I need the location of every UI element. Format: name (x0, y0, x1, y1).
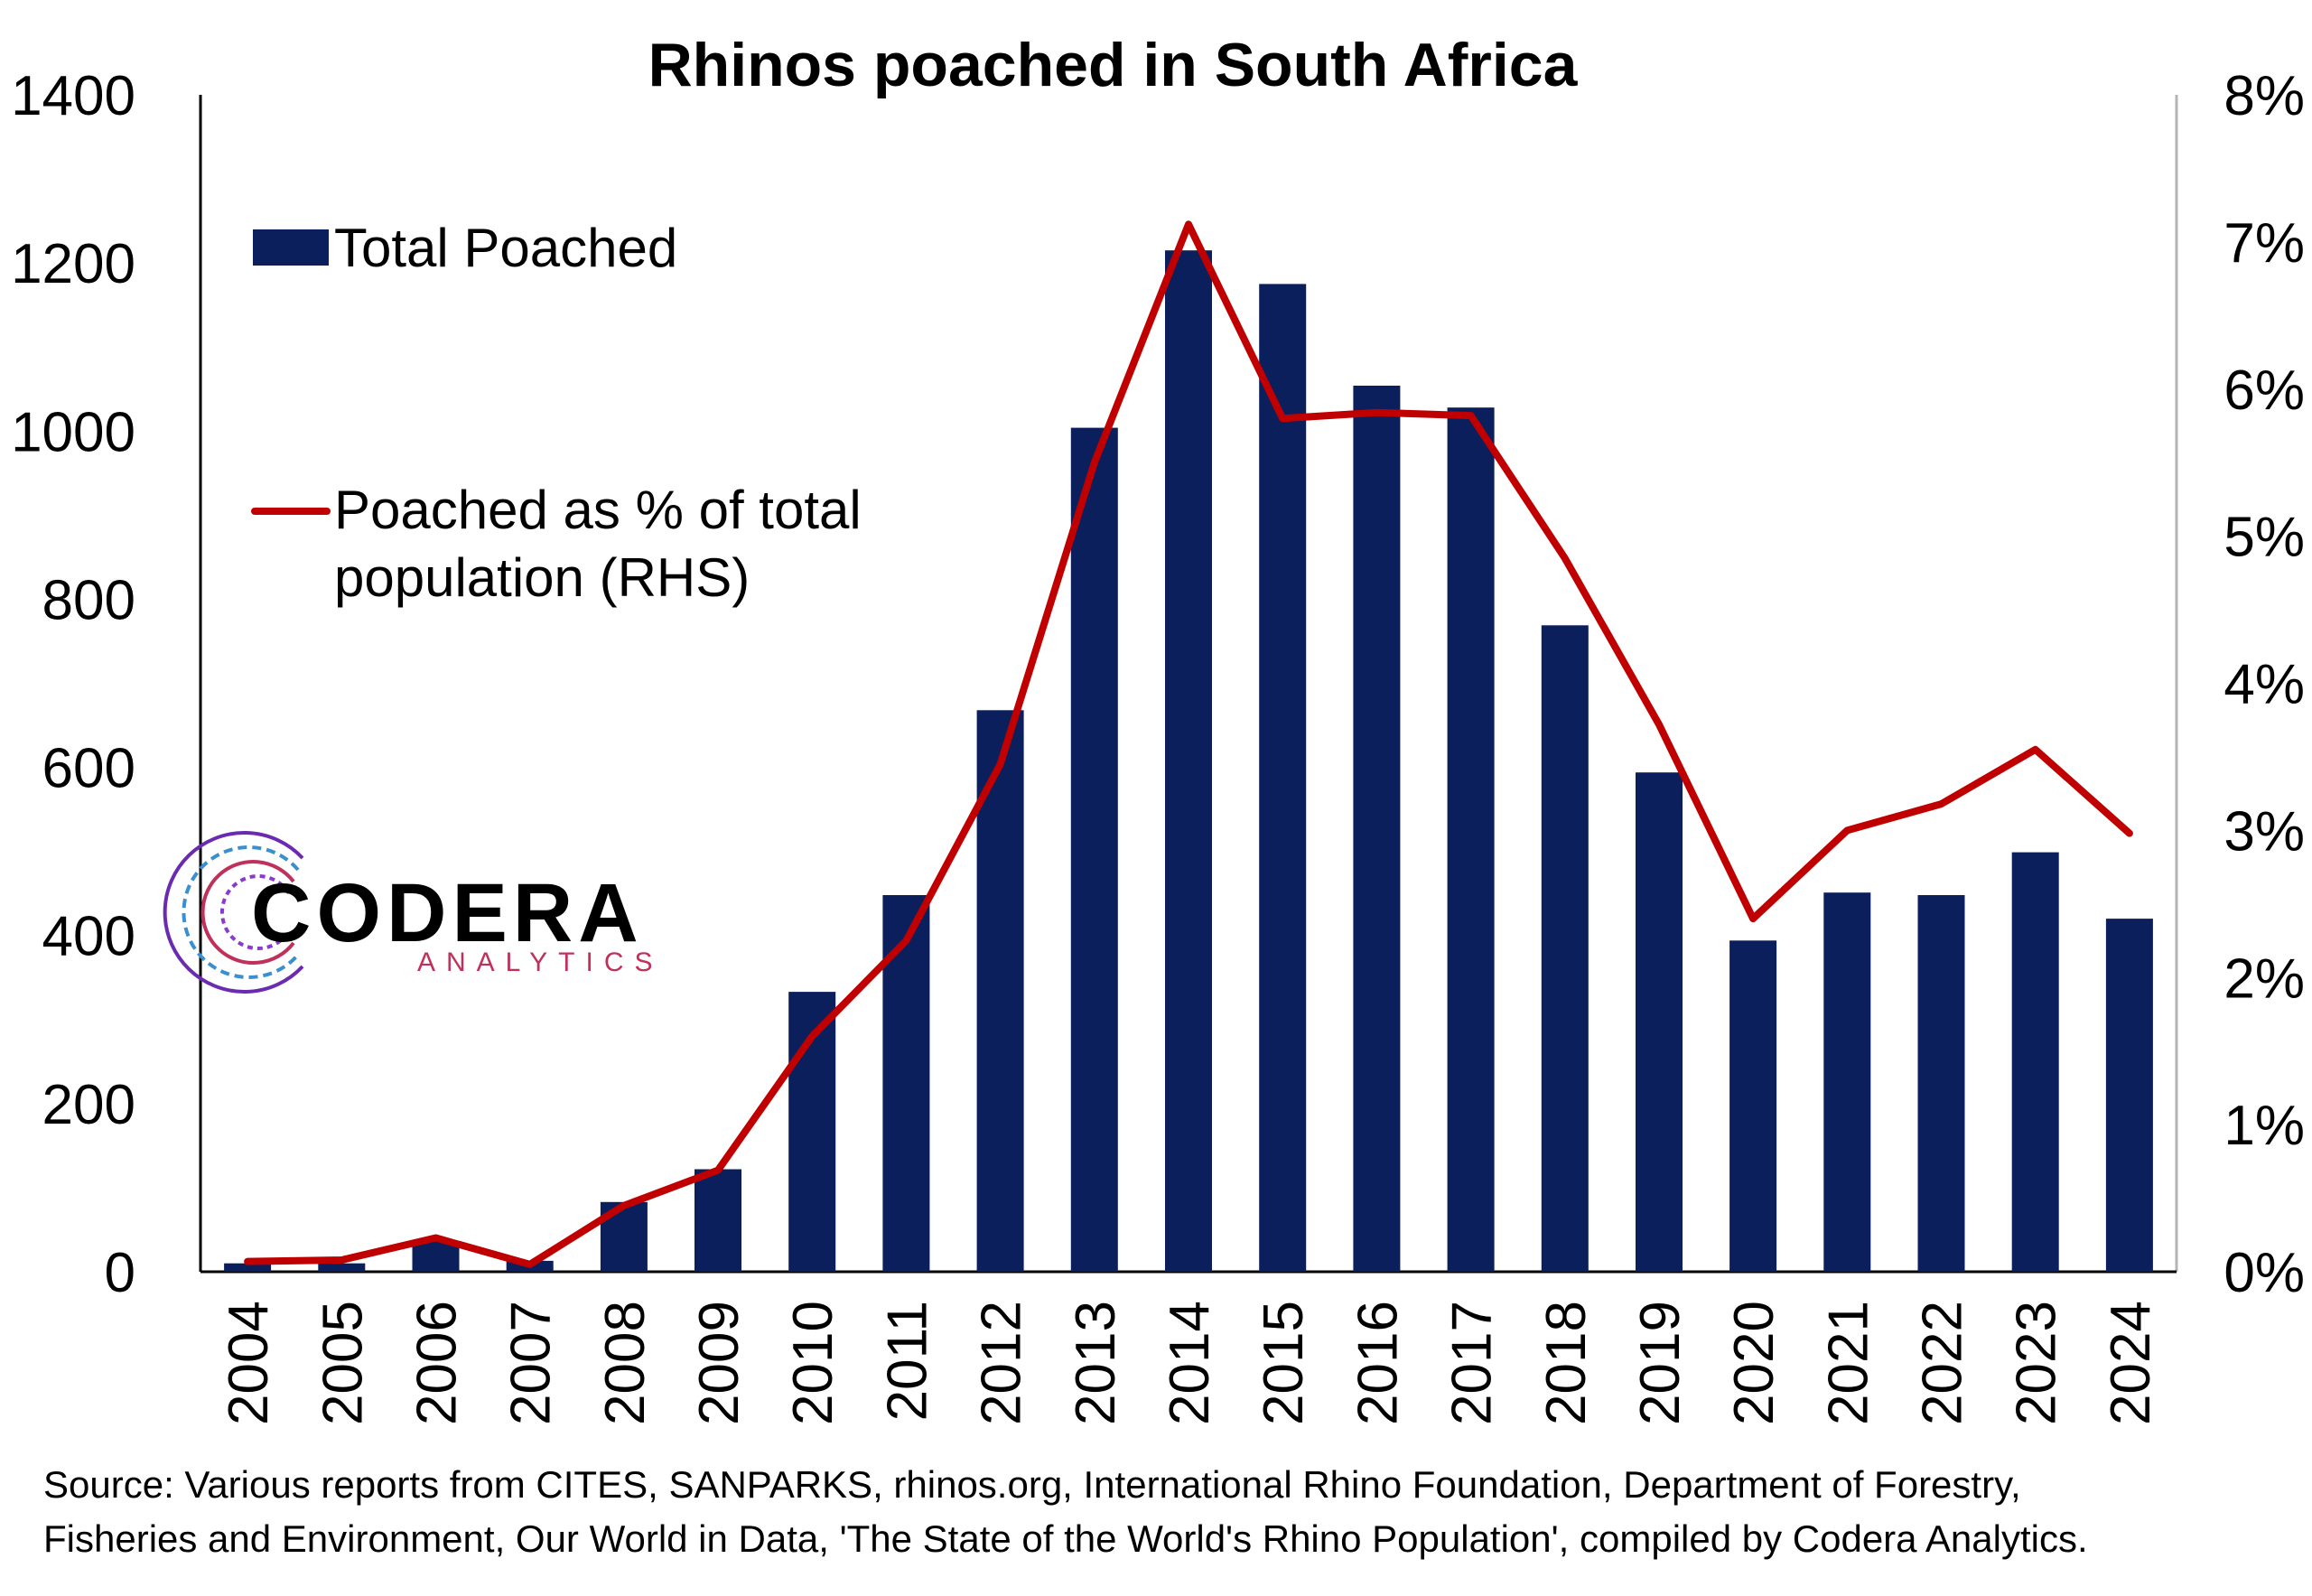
right-tick-label: 5% (2223, 507, 2305, 569)
logo-subtitle: ANALYTICS (417, 947, 664, 977)
x-tick-label: 2017 (1441, 1301, 1504, 1425)
logo-mark (163, 831, 304, 994)
x-tick-label: 2008 (594, 1301, 657, 1425)
x-tick-label: 2022 (1912, 1301, 1974, 1425)
right-tick-label: 4% (2223, 654, 2305, 716)
source-line-2: Fisheries and Environment, Our World in … (43, 1517, 2088, 1560)
left-tick-label: 1200 (11, 233, 135, 295)
x-tick-label: 2021 (1817, 1301, 1879, 1425)
left-tick-label: 400 (42, 906, 135, 968)
x-tick-label: 2007 (500, 1301, 563, 1425)
bar-2018 (1541, 625, 1589, 1272)
x-tick-label: 2009 (688, 1301, 750, 1425)
bar-2017 (1447, 407, 1495, 1272)
x-tick-label: 2012 (971, 1301, 1033, 1425)
logo-name: CODERA (251, 867, 644, 959)
bar-2011 (882, 895, 930, 1272)
left-tick-label: 600 (42, 738, 135, 800)
bar-2015 (1259, 284, 1307, 1272)
x-tick-label: 2020 (1723, 1301, 1785, 1425)
bar-2005 (318, 1263, 366, 1272)
bar-2022 (1917, 895, 1965, 1272)
right-tick-label: 0% (2223, 1242, 2305, 1304)
left-tick-label: 0 (105, 1242, 135, 1304)
chart-title: Rhinos poached in South Africa (648, 31, 1579, 99)
x-tick-label: 2010 (782, 1301, 844, 1425)
bars (224, 250, 2153, 1273)
source-note: Source: Various reports from CITES, SANP… (43, 1463, 2088, 1560)
bar-2021 (1823, 892, 1871, 1272)
right-tick-label: 7% (2223, 212, 2305, 275)
legend-line-label-2: population (RHS) (334, 547, 750, 608)
x-ticks: 2004 2005 2006 2007 2008 2009 2010 2011 2012 2013… (218, 1301, 2162, 1425)
right-tick-label: 8% (2223, 65, 2305, 127)
bar-2024 (2105, 919, 2153, 1272)
left-tick-label: 1000 (11, 401, 135, 463)
x-tick-label: 2004 (218, 1301, 280, 1425)
x-tick-label: 2006 (406, 1301, 469, 1425)
bar-2004 (224, 1263, 272, 1272)
bar-2013 (1070, 427, 1118, 1273)
right-y-ticks: 0% 1% 2% 3% 4% 5% 6% 7% 8% (2223, 65, 2305, 1304)
x-tick-label: 2011 (876, 1301, 938, 1421)
left-tick-label: 1400 (11, 65, 135, 127)
legend-bar-swatch (253, 229, 329, 266)
legend-bar-label: Total Poached (334, 218, 677, 278)
left-tick-label: 800 (42, 569, 135, 631)
bar-2012 (976, 710, 1024, 1272)
bar-2019 (1636, 772, 1683, 1272)
legend: Total Poached Poached as % of total popu… (251, 218, 862, 608)
x-tick-label: 2016 (1347, 1301, 1409, 1425)
x-tick-label: 2024 (2100, 1301, 2162, 1425)
x-tick-label: 2013 (1065, 1301, 1127, 1425)
x-tick-label: 2014 (1159, 1301, 1221, 1425)
left-y-ticks: 0 200 400 600 800 1000 1200 1400 (11, 65, 135, 1304)
x-tick-label: 2023 (2006, 1301, 2068, 1425)
x-tick-label: 2019 (1629, 1301, 1692, 1425)
bar-2009 (695, 1169, 741, 1272)
codera-logo: CODERA ANALYTICS (163, 831, 664, 994)
bar-2014 (1165, 250, 1212, 1273)
right-tick-label: 1% (2223, 1095, 2305, 1157)
right-tick-label: 2% (2223, 947, 2305, 1010)
poached-percent-line (244, 220, 2133, 1268)
x-tick-label: 2015 (1253, 1301, 1315, 1425)
right-tick-label: 3% (2223, 800, 2305, 863)
legend-line-label-1: Poached as % of total (334, 480, 862, 540)
right-tick-label: 6% (2223, 359, 2305, 422)
x-tick-label: 2018 (1535, 1301, 1598, 1425)
bar-2020 (1729, 940, 1777, 1272)
bar-2006 (412, 1241, 460, 1272)
bar-2023 (2011, 852, 2059, 1272)
bar-2016 (1353, 386, 1401, 1272)
source-line-1: Source: Various reports from CITES, SANP… (43, 1463, 2021, 1506)
x-tick-label: 2005 (312, 1301, 374, 1425)
left-tick-label: 200 (42, 1074, 135, 1136)
